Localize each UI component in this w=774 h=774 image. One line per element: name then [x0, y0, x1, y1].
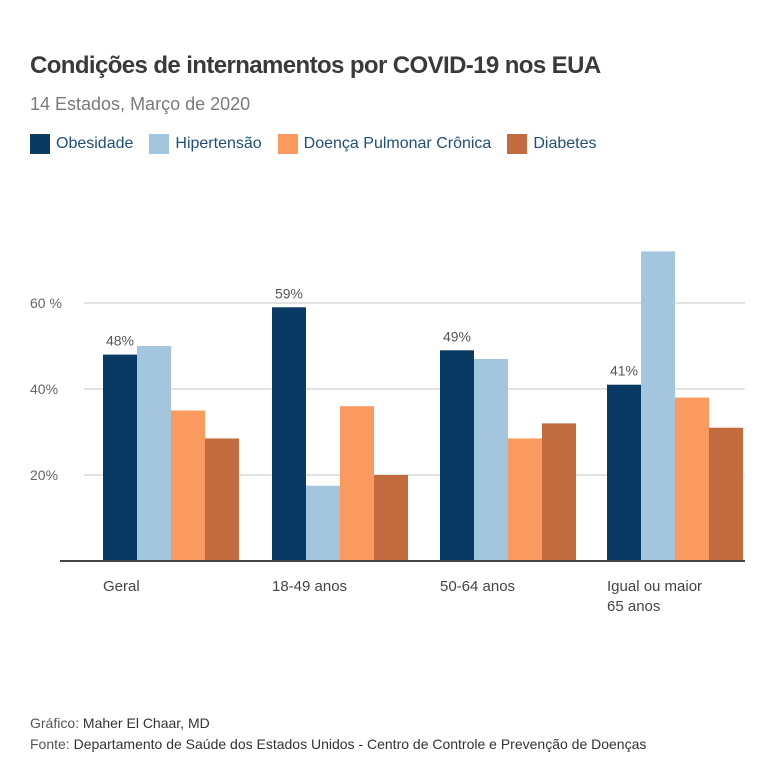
source-label: Fonte: [30, 736, 70, 752]
legend-label: Obesidade [56, 135, 134, 152]
source-value: Departamento de Saúde dos Estados Unidos… [73, 736, 647, 752]
x-tick-label: Geral [103, 578, 140, 595]
bar-0-3 [607, 384, 641, 561]
bar-1-1 [306, 485, 340, 561]
legend-label: Diabetes [533, 135, 597, 152]
bar-3-0 [205, 438, 239, 561]
bar-0-2 [440, 350, 474, 561]
bar-0-1 [272, 307, 306, 561]
legend-label: Hipertensão [175, 135, 262, 152]
credit-label: Gráfico: [30, 715, 80, 731]
bar-2-1 [340, 406, 374, 561]
legend-item-hipertensao: Hipertensão [149, 134, 262, 154]
legend-swatch [149, 134, 170, 154]
legend-swatch [507, 134, 528, 154]
data-label: 59% [275, 285, 303, 301]
y-tick-label: 60 % [30, 295, 62, 311]
legend-swatch [277, 134, 298, 154]
legend-swatch [30, 134, 50, 154]
bar-1-3 [641, 251, 675, 561]
bar-2-0 [171, 410, 205, 561]
legend-label: Doença Pulmonar Crônica [303, 135, 492, 152]
bar-0-0 [103, 354, 137, 561]
chart-title: Condições de internamentos por COVID-19 … [30, 52, 601, 79]
bar-3-3 [709, 427, 743, 561]
data-label: 48% [106, 333, 134, 349]
credit-line: Gráfico: Maher El Chaar, MD [30, 715, 210, 731]
data-label: 49% [443, 328, 471, 344]
bar-2-2 [508, 438, 542, 561]
legend: Obesidade Hipertensão Doença Pulmonar Cr… [30, 134, 596, 154]
bar-3-1 [374, 475, 408, 561]
bar-2-3 [675, 397, 709, 561]
bar-3-2 [542, 423, 576, 561]
bar-1-2 [474, 358, 508, 561]
x-tick-label: Igual ou maior [607, 578, 702, 595]
legend-item-diabetes: Diabetes [507, 134, 596, 154]
source-line: Fonte: Departamento de Saúde dos Estados… [30, 736, 646, 752]
x-tick-label: 18-49 anos [272, 578, 347, 595]
x-tick-label: 50-64 anos [440, 578, 515, 595]
credit-value: Maher El Chaar, MD [82, 715, 210, 731]
y-tick-label: 20% [30, 467, 58, 483]
legend-item-obesidade: Obesidade [30, 134, 133, 154]
legend-item-doenca-pulmonar: Doença Pulmonar Crônica [277, 134, 492, 154]
x-tick-label: 65 anos [607, 598, 660, 615]
data-label: 41% [610, 363, 638, 379]
bar-1-0 [137, 346, 171, 561]
chart-subtitle: 14 Estados, Março de 2020 [30, 94, 251, 114]
y-tick-label: 40% [30, 381, 58, 397]
